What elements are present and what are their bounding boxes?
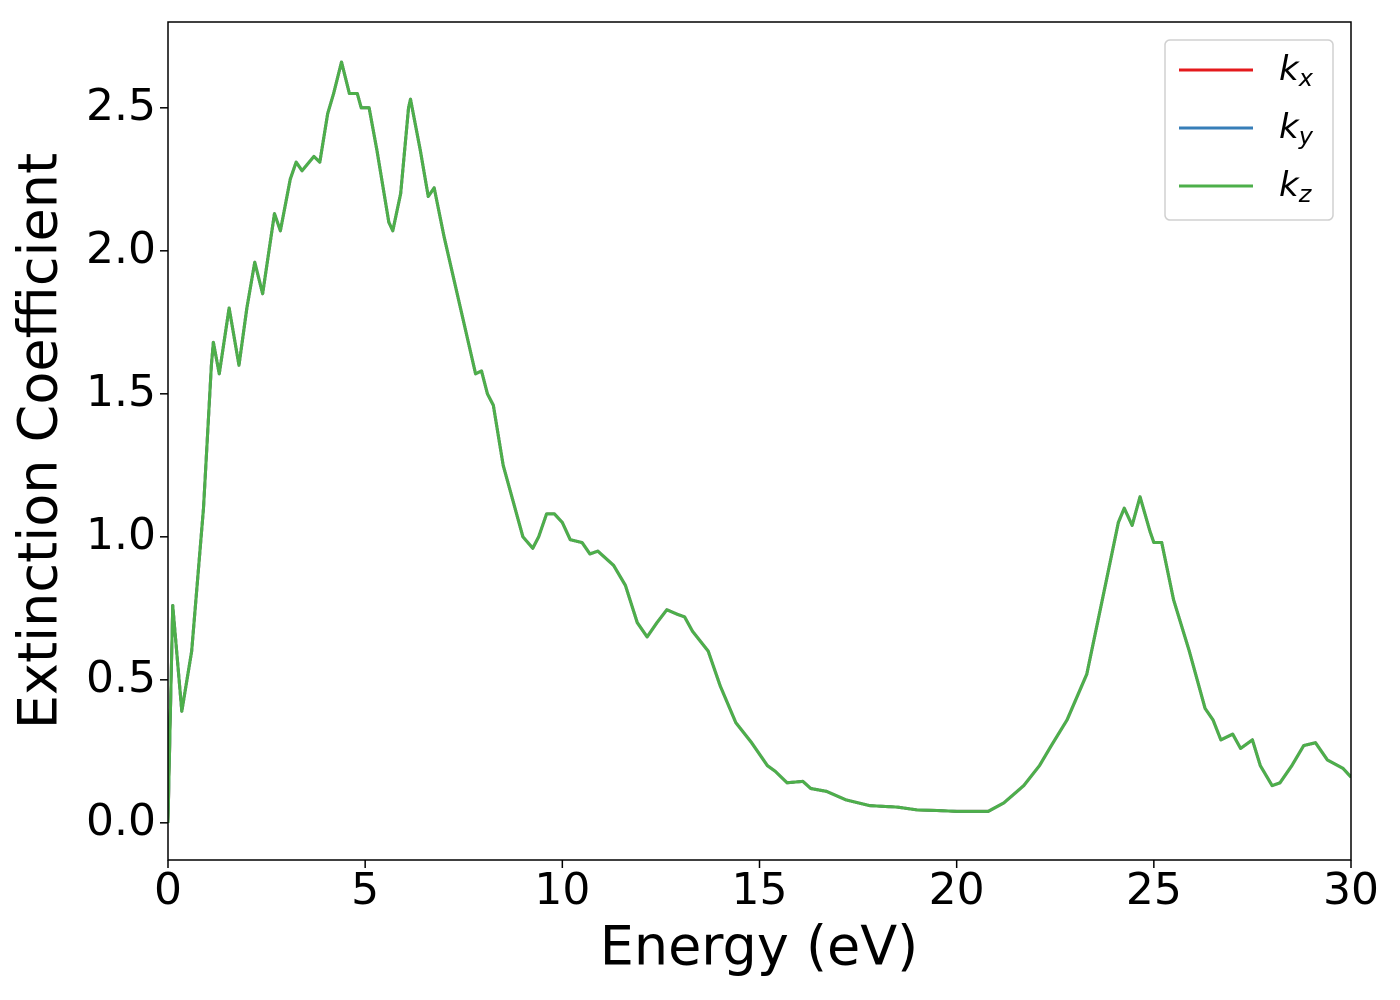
y-tick-label: 0.0 [86, 795, 156, 846]
x-axis-label: Energy (eV) [600, 915, 919, 978]
y-axis-label: Extinction Coefficient [7, 153, 70, 729]
y-tick-label: 1.5 [86, 366, 156, 417]
legend-label: kz [1279, 165, 1313, 209]
plot-frame [167, 21, 1352, 861]
legend-label: kx [1279, 49, 1314, 93]
x-tick-label: 20 [929, 864, 985, 915]
x-tick-label: 30 [1323, 864, 1379, 915]
x-tick-label: 15 [732, 864, 788, 915]
x-tick-label: 0 [154, 864, 182, 915]
data-line [168, 60, 1351, 823]
legend-box [1164, 39, 1334, 221]
y-tick-label: 1.0 [86, 509, 156, 560]
legend-label: ky [1279, 107, 1314, 151]
x-tick-label: 5 [351, 864, 379, 915]
x-tick-label: 10 [534, 864, 590, 915]
y-tick-label: 2.0 [86, 223, 156, 274]
y-tick-label: 0.5 [86, 652, 156, 703]
x-tick-label: 25 [1126, 864, 1182, 915]
y-tick-label: 2.5 [86, 80, 156, 131]
